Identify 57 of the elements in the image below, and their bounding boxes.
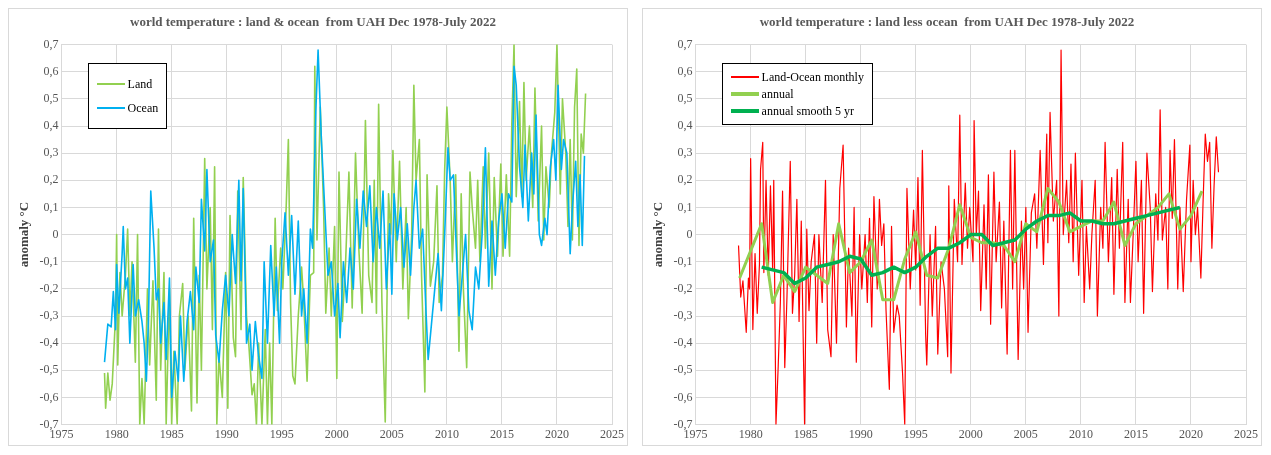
y-tick-label: 0 xyxy=(52,226,59,241)
y-tick-label: -0,4 xyxy=(673,335,693,350)
y-tick-label: -0,5 xyxy=(39,362,59,377)
x-tick-label: 2015 xyxy=(489,426,514,441)
y-tick-label: 0,7 xyxy=(43,36,59,51)
y-tick-label: 0,6 xyxy=(43,63,59,78)
y-tick-label: -0,5 xyxy=(673,362,693,377)
legend-label: Land-Ocean monthly xyxy=(761,68,864,85)
x-tick-label: 2000 xyxy=(958,426,983,441)
y-tick-label: 0,3 xyxy=(43,145,59,160)
x-tick-label: 1985 xyxy=(793,426,818,441)
y-tick-label: 0,3 xyxy=(677,145,693,160)
x-tick-label: 2020 xyxy=(1178,426,1203,441)
x-tick-label: 1990 xyxy=(214,426,239,441)
y-tick-label: 0,4 xyxy=(43,118,59,133)
y-tick-label: -0,1 xyxy=(39,253,59,268)
x-tick-label: 1980 xyxy=(104,426,129,441)
x-tick-label: 2020 xyxy=(544,426,569,441)
y-tick-label: -0,1 xyxy=(673,253,693,268)
y-axis-title: anomaly °C xyxy=(650,201,666,268)
legend-label: annual xyxy=(761,85,794,102)
y-tick-label: 0,1 xyxy=(677,199,693,214)
y-tick-label: -0,6 xyxy=(673,389,693,404)
legend-label: Land xyxy=(127,75,153,92)
y-tick-label: -0,3 xyxy=(673,308,693,323)
x-tick-label: 1990 xyxy=(848,426,873,441)
chart-title: world temperature : land & ocean from UAH Dec 1978-July 2022 xyxy=(130,14,496,30)
y-tick-label: 0,2 xyxy=(677,172,693,187)
legend-label: Ocean xyxy=(127,99,159,116)
x-tick-label: 2015 xyxy=(1123,426,1148,441)
x-tick-label: 1985 xyxy=(159,426,184,441)
x-tick-label: 2025 xyxy=(1234,426,1258,441)
x-tick-label: 1995 xyxy=(903,426,928,441)
x-tick-label: 1980 xyxy=(738,426,763,441)
y-tick-label: -0,2 xyxy=(39,281,59,296)
x-tick-label: 1995 xyxy=(269,426,294,441)
y-tick-label: 0,6 xyxy=(677,63,693,78)
y-tick-label: -0,6 xyxy=(39,389,59,404)
y-tick-label: -0,3 xyxy=(39,308,59,323)
y-tick-label: 0,2 xyxy=(43,172,59,187)
x-tick-label: 2010 xyxy=(1068,426,1093,441)
y-tick-label: 0 xyxy=(686,226,693,241)
y-axis-title: anomaly °C xyxy=(16,201,32,268)
x-tick-label: 2005 xyxy=(1013,426,1038,441)
x-tick-label: 2005 xyxy=(379,426,404,441)
x-tick-label: 2000 xyxy=(324,426,349,441)
y-tick-label: 0,5 xyxy=(677,91,693,106)
legend-label: annual smooth 5 yr xyxy=(761,102,854,119)
x-tick-label: 2025 xyxy=(600,426,624,441)
y-tick-label: 0,5 xyxy=(43,91,59,106)
y-tick-label: 0,1 xyxy=(43,199,59,214)
y-tick-label: -0,2 xyxy=(673,281,693,296)
y-tick-label: 0,4 xyxy=(677,118,693,133)
x-tick-label: 2010 xyxy=(434,426,459,441)
chart-title: world temperature : land less ocean from UAH Dec 1978-July 2022 xyxy=(759,14,1135,30)
y-tick-label: 0,7 xyxy=(677,36,693,51)
y-tick-label: -0,4 xyxy=(39,335,59,350)
